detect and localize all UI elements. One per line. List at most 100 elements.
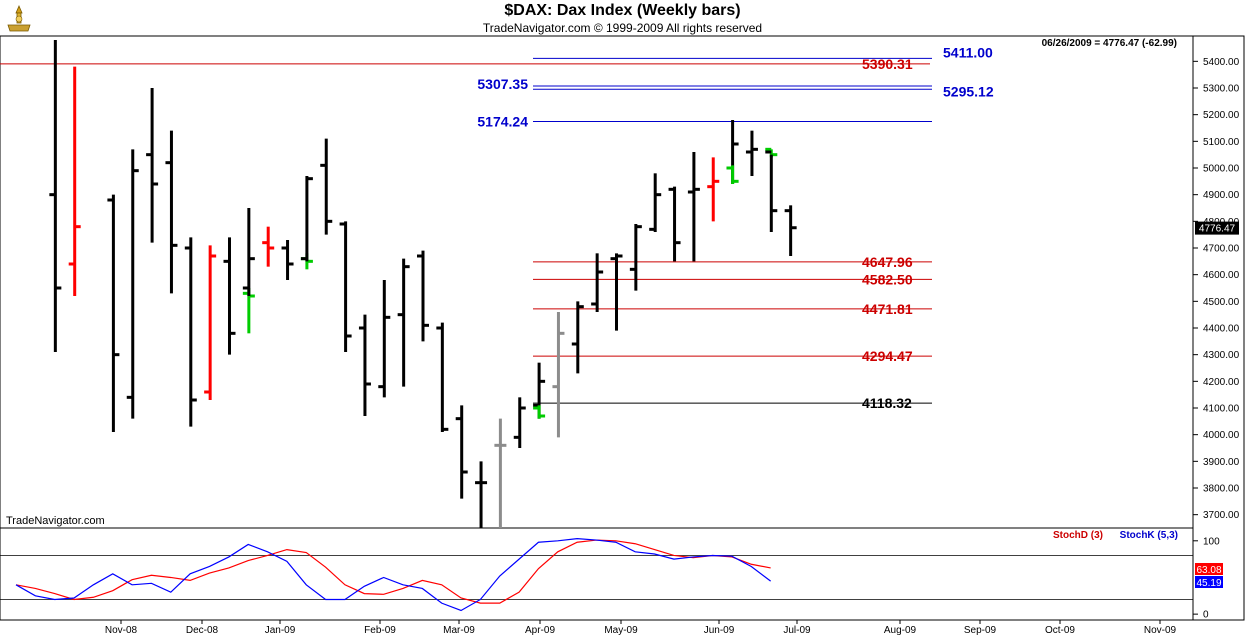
stoch-lines-group (15, 537, 772, 612)
ohlc-bar (417, 250, 429, 342)
ohlc-bar (107, 194, 120, 432)
ohlc-bar (262, 226, 275, 267)
date-label: Jul-09 (783, 625, 811, 636)
level-label: 5411.00 (943, 44, 993, 60)
legend-stoch-k: StochK (5,3) (1120, 530, 1178, 541)
stoch-k-value-box (1195, 576, 1223, 588)
ohlc-bar (726, 165, 739, 184)
stoch-reference-lines (0, 555, 1193, 600)
stoch-d-value: 63.08 (1196, 565, 1221, 576)
ohlc-bars-group (49, 40, 797, 528)
price-tick-label: 4300.00 (1203, 350, 1240, 361)
stoch-d-value-box (1195, 563, 1223, 575)
price-tick-label: 4600.00 (1203, 270, 1240, 281)
level-label: 5307.35 (477, 76, 528, 92)
ohlc-bar (184, 237, 197, 427)
price-tick-label: 4200.00 (1203, 377, 1240, 388)
date-label: Sep-09 (964, 625, 997, 636)
ohlc-bar (784, 205, 797, 256)
price-levels-group: 5411.00 5390.31 5307.35 5295.12 5174.24 4647.… (0, 44, 994, 411)
date-label: Nov-09 (1144, 625, 1177, 636)
ohlc-bar (358, 314, 371, 416)
price-tag-box (1195, 221, 1239, 235)
price-tick-label: 5100.00 (1203, 137, 1240, 148)
ohlc-bar (629, 224, 642, 291)
ohlc-bar (204, 245, 217, 400)
ohlc-bar (436, 322, 449, 432)
ohlc-bar (533, 405, 546, 419)
price-tag-value: 4776.47 (1199, 224, 1236, 235)
ohlc-bar (49, 40, 62, 352)
price-tag: 4776.47 (1195, 221, 1239, 235)
date-label: Dec-08 (186, 625, 219, 636)
date-label: Jun-09 (704, 625, 735, 636)
stoch-k-value: 45.19 (1196, 578, 1221, 589)
price-tick-label: 3900.00 (1203, 457, 1240, 468)
date-label: Jan-09 (265, 625, 296, 636)
date-label: May-09 (604, 625, 638, 636)
date-axis-group: Nov-08 Dec-08 Jan-09 Feb-09 Mar-09 Apr-09 May-… (105, 620, 1177, 636)
page-subtitle: TradeNavigator.com © 1999-2009 All right… (482, 21, 763, 35)
price-tick-label: 4700.00 (1203, 244, 1240, 255)
level-label: 4582.50 (862, 271, 913, 287)
stoch-d-line (15, 539, 771, 604)
level-label: 5390.31 (862, 56, 913, 72)
date-label: Mar-09 (443, 625, 475, 636)
ohlc-bar (378, 280, 391, 398)
ohlc-bar (223, 237, 236, 355)
stoch-d-value-tag: 63.08 (1195, 563, 1223, 576)
ohlc-bar (687, 152, 700, 262)
stoch-tick-group: 0 100 (1193, 536, 1220, 621)
ohlc-bar (397, 258, 410, 387)
date-label: Feb-09 (364, 625, 396, 636)
ohlc-bar (707, 157, 720, 222)
ohlc-bar (649, 173, 662, 232)
ohlc-bar (68, 66, 81, 296)
ohlc-bar (494, 418, 507, 528)
trophy-icon (7, 4, 31, 32)
stoch-tick-label: 100 (1203, 536, 1220, 547)
ohlc-bar (281, 240, 294, 280)
ohlc-bar (610, 253, 623, 331)
ohlc-bar (513, 397, 526, 448)
price-tick-label: 4100.00 (1203, 404, 1240, 415)
ohlc-bar (591, 253, 604, 312)
ohlc-bar (552, 312, 565, 438)
ohlc-bar (765, 150, 778, 232)
stoch-tick-label: 0 (1203, 610, 1209, 621)
stoch-k-value-tag: 45.19 (1195, 576, 1223, 589)
price-tick-group: 3700.00 3800.00 3900.00 4000.00 4100.00 4200.… (1193, 57, 1240, 521)
date-label: Aug-09 (884, 625, 917, 636)
chart-header: $DAX: Dax Index (Weekly bars) TradeNavig… (0, 0, 1245, 36)
level-label: 4647.96 (862, 254, 913, 270)
ohlc-bar (242, 208, 255, 296)
ohlc-bar (126, 149, 139, 419)
price-tick-label: 5400.00 (1203, 57, 1240, 68)
level-label: 5174.24 (477, 114, 528, 130)
ohlc-bar (455, 405, 468, 499)
date-label: Oct-09 (1045, 625, 1075, 636)
ohlc-bar (146, 88, 159, 243)
legend-stoch-d: StochD (3) (1053, 530, 1103, 541)
ohlc-bar (668, 186, 681, 262)
price-tick-label: 5200.00 (1203, 110, 1240, 121)
ohlc-bar (571, 301, 584, 374)
price-tick-label: 3700.00 (1203, 510, 1240, 521)
stoch-panel (0, 527, 1194, 621)
level-label: 4471.81 (862, 301, 913, 317)
ohlc-bar (320, 138, 333, 235)
stoch-k-line (15, 537, 772, 612)
ohlc-bar (745, 130, 758, 176)
price-tick-label: 4400.00 (1203, 324, 1240, 335)
price-tick-label: 3800.00 (1203, 484, 1240, 495)
price-tick-label: 4900.00 (1203, 190, 1240, 201)
level-label: 5295.12 (943, 83, 994, 99)
ohlc-bar (300, 176, 313, 262)
price-tick-label: 4500.00 (1203, 297, 1240, 308)
price-tick-label: 4000.00 (1203, 430, 1240, 441)
price-tick-label: 5000.00 (1203, 164, 1240, 175)
level-label: 4294.47 (862, 348, 913, 364)
page-title: $DAX: Dax Index (Weekly bars) (504, 2, 741, 19)
date-label: Apr-09 (525, 625, 555, 636)
